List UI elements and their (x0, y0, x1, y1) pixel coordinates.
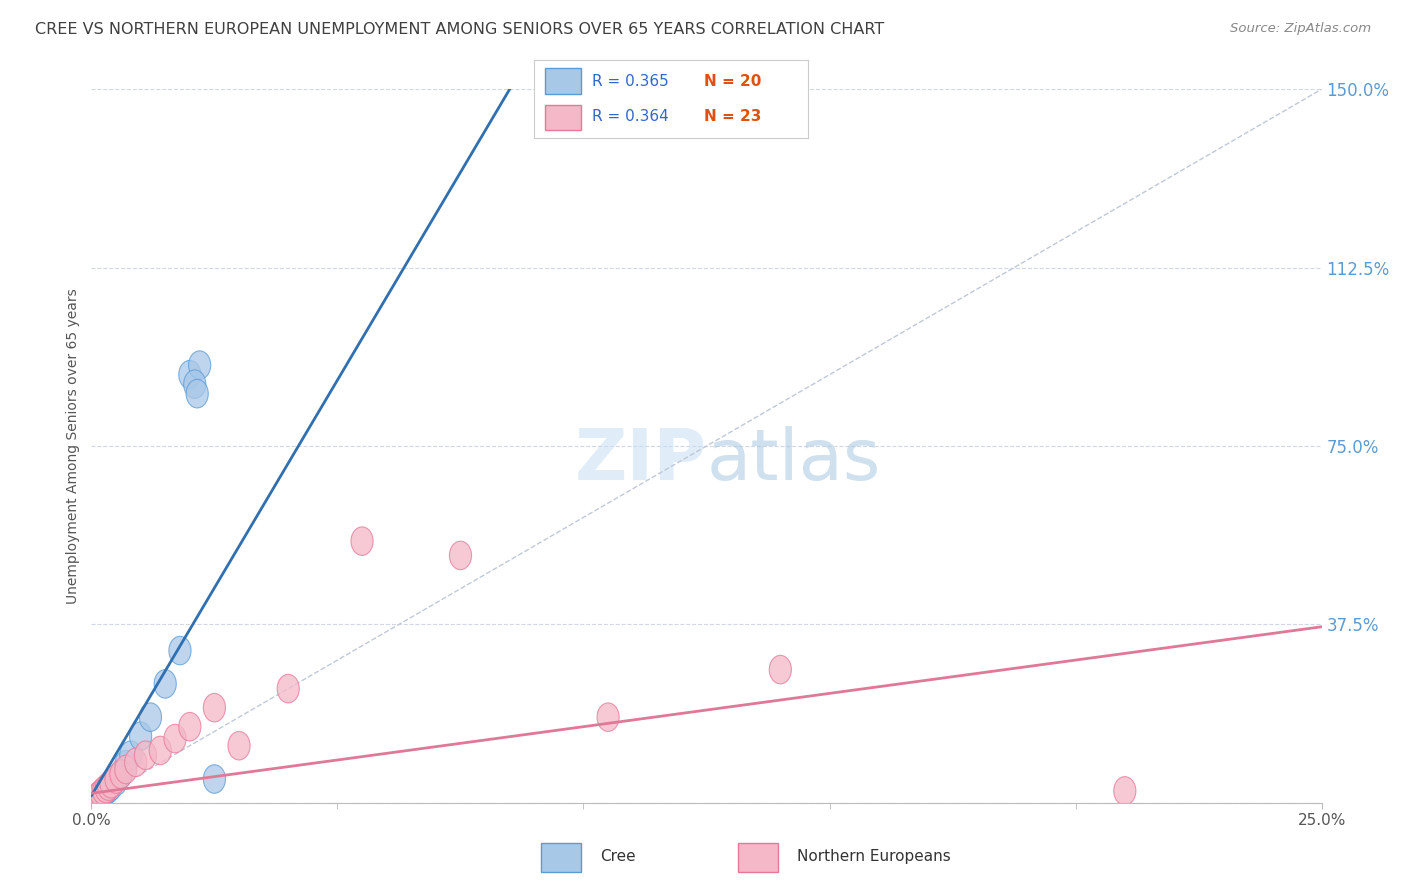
Ellipse shape (97, 772, 120, 800)
Ellipse shape (125, 748, 146, 777)
FancyBboxPatch shape (541, 843, 581, 872)
Ellipse shape (352, 527, 373, 556)
Ellipse shape (96, 777, 117, 805)
Ellipse shape (115, 756, 136, 784)
Ellipse shape (228, 731, 250, 760)
Ellipse shape (598, 703, 619, 731)
Ellipse shape (165, 724, 186, 753)
Text: R = 0.364: R = 0.364 (592, 109, 669, 124)
Text: R = 0.365: R = 0.365 (592, 74, 669, 89)
Text: Cree: Cree (600, 849, 636, 863)
Ellipse shape (277, 674, 299, 703)
FancyBboxPatch shape (738, 843, 778, 872)
Text: Source: ZipAtlas.com: Source: ZipAtlas.com (1230, 22, 1371, 36)
Text: Northern Europeans: Northern Europeans (797, 849, 950, 863)
Ellipse shape (769, 656, 792, 684)
Text: CREE VS NORTHERN EUROPEAN UNEMPLOYMENT AMONG SENIORS OVER 65 YEARS CORRELATION C: CREE VS NORTHERN EUROPEAN UNEMPLOYMENT A… (35, 22, 884, 37)
Text: N = 23: N = 23 (704, 109, 762, 124)
Ellipse shape (105, 764, 127, 793)
Ellipse shape (90, 781, 112, 810)
Ellipse shape (129, 722, 152, 750)
Ellipse shape (110, 760, 132, 789)
Ellipse shape (204, 764, 225, 793)
Ellipse shape (169, 636, 191, 665)
Ellipse shape (135, 741, 156, 770)
Ellipse shape (105, 767, 127, 796)
FancyBboxPatch shape (546, 69, 581, 95)
Ellipse shape (90, 779, 112, 807)
Ellipse shape (188, 351, 211, 379)
Ellipse shape (139, 703, 162, 731)
Ellipse shape (93, 777, 115, 805)
Ellipse shape (87, 781, 110, 810)
Text: atlas: atlas (706, 425, 882, 495)
Ellipse shape (87, 784, 110, 813)
Ellipse shape (149, 736, 172, 764)
Ellipse shape (100, 772, 122, 800)
Ellipse shape (450, 541, 471, 570)
Text: ZIP: ZIP (574, 425, 706, 495)
Ellipse shape (97, 774, 120, 803)
Ellipse shape (96, 774, 117, 803)
Ellipse shape (100, 770, 122, 798)
Ellipse shape (179, 360, 201, 389)
Ellipse shape (120, 741, 142, 770)
Ellipse shape (93, 779, 115, 807)
Ellipse shape (186, 379, 208, 408)
FancyBboxPatch shape (546, 104, 581, 130)
Y-axis label: Unemployment Among Seniors over 65 years: Unemployment Among Seniors over 65 years (66, 288, 80, 604)
Text: N = 20: N = 20 (704, 74, 762, 89)
Ellipse shape (86, 785, 107, 814)
Ellipse shape (184, 370, 205, 399)
Ellipse shape (115, 750, 136, 779)
Ellipse shape (204, 693, 225, 722)
Ellipse shape (86, 786, 107, 814)
Ellipse shape (179, 713, 201, 741)
Ellipse shape (155, 670, 176, 698)
Ellipse shape (1114, 777, 1136, 805)
Ellipse shape (110, 760, 132, 789)
